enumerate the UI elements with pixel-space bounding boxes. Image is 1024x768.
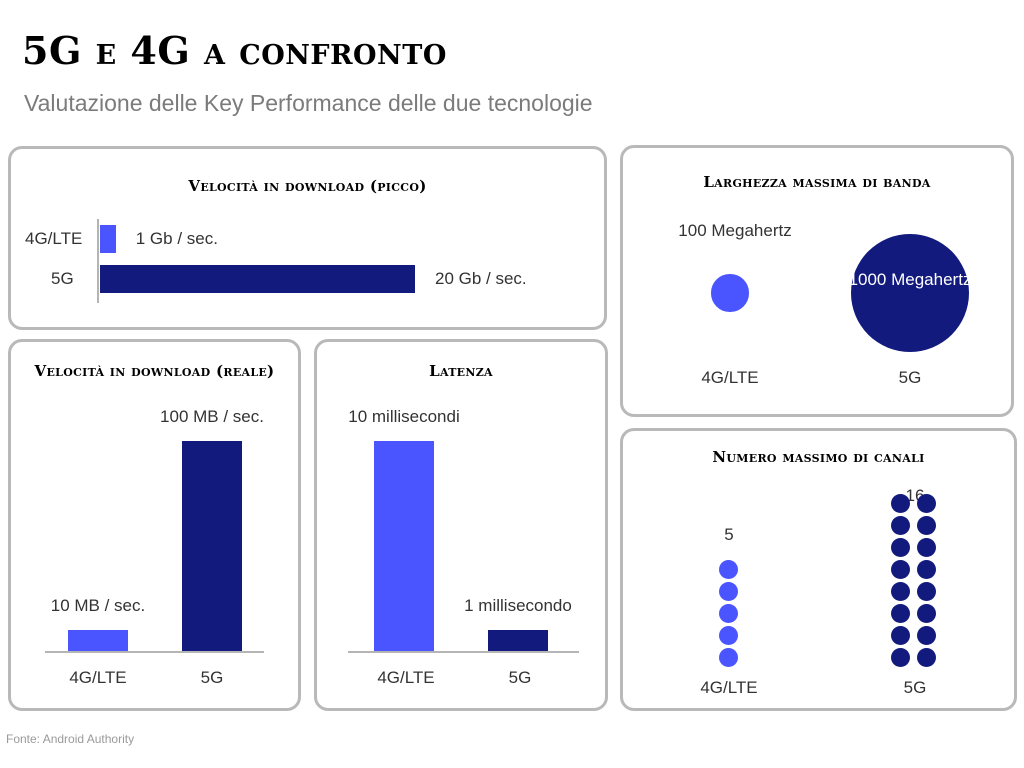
bandwidth-circle-5g <box>851 234 969 352</box>
channels-category-4g: 4G/LTE <box>700 678 758 697</box>
channel-dot-5g <box>917 560 936 579</box>
channel-dot-5g <box>917 582 936 601</box>
panel-bandwidth: Larghezza massima di banda 100 Megahertz… <box>620 145 1014 417</box>
channel-dot-4g <box>719 604 738 623</box>
source-note: Fonte: Android Authority <box>6 732 135 746</box>
panel-real-download: Velocità in download (reale) 10 MB / sec… <box>8 339 301 711</box>
channel-dot-5g <box>891 494 910 513</box>
peak-category-4g: 4G/LTE <box>25 229 83 248</box>
channel-dot-5g <box>891 560 910 579</box>
panel-title-peak: Velocità in download (picco) <box>188 177 427 195</box>
peak-bar-5g <box>100 265 415 293</box>
bandwidth-value-label-4g: 100 Megahertz <box>678 221 792 240</box>
panel-title-bandwidth: Larghezza massima di banda <box>703 173 931 191</box>
panel-title-channels: Numero massimo di canali <box>712 448 925 466</box>
channel-dot-5g <box>891 626 910 645</box>
real-value-label-5g: 100 MB / sec. <box>160 407 264 426</box>
latency-category-5g: 5G <box>508 668 532 687</box>
channel-dot-5g <box>891 538 910 557</box>
real-value-label-4g: 10 MB / sec. <box>50 596 146 615</box>
latency-bar-4g <box>374 441 434 651</box>
channel-dot-5g <box>917 648 936 667</box>
real-bar-4g <box>68 630 128 651</box>
latency-bar-5g <box>488 630 548 651</box>
channel-dot-4g <box>719 560 738 579</box>
bandwidth-category-4g: 4G/LTE <box>701 368 759 387</box>
panel-title-real: Velocità in download (reale) <box>34 362 275 380</box>
channel-dot-5g <box>917 516 936 535</box>
channels-category-5g: 5G <box>903 678 927 697</box>
bandwidth-value-label-5g: 1000 Megahertz <box>848 270 972 289</box>
peak-bar-4g <box>100 225 116 253</box>
channel-dot-4g <box>719 626 738 645</box>
channel-dot-5g <box>891 582 910 601</box>
channel-dot-5g <box>891 604 910 623</box>
panel-latency: Latenza 10 millisecondi 1 millisecondo 4… <box>314 339 608 711</box>
real-bar-5g <box>182 441 242 651</box>
real-category-4g: 4G/LTE <box>69 668 127 687</box>
channel-dot-5g <box>917 626 936 645</box>
panel-channels: Numero massimo di canali 5 16 4G/LTE 5G <box>620 428 1017 711</box>
panel-title-latency: Latenza <box>429 362 493 380</box>
channel-dot-4g <box>719 648 738 667</box>
peak-axis <box>97 219 99 303</box>
channel-dot-4g <box>719 582 738 601</box>
real-axis <box>45 651 264 653</box>
peak-category-5g: 5G <box>51 269 74 288</box>
page-title: 5G e 4G a confronto <box>22 28 447 73</box>
latency-category-4g: 4G/LTE <box>377 668 435 687</box>
bandwidth-category-5g: 5G <box>898 368 922 387</box>
bandwidth-circle-4g <box>711 274 749 312</box>
latency-value-label-4g: 10 millisecondi <box>348 407 460 426</box>
panel-peak-download: Velocità in download (picco) 4G/LTE 5G 1… <box>8 146 607 330</box>
channel-dot-5g <box>891 516 910 535</box>
latency-value-label-5g: 1 millisecondo <box>464 596 572 615</box>
peak-value-label-5g: 20 Gb / sec. <box>435 269 527 288</box>
channel-dot-5g <box>891 648 910 667</box>
channel-dot-5g <box>917 538 936 557</box>
channels-value-label-4g: 5 <box>724 525 734 544</box>
page-subtitle: Valutazione delle Key Performance delle … <box>24 90 593 116</box>
peak-value-label-4g: 1 Gb / sec. <box>135 229 218 248</box>
real-category-5g: 5G <box>200 668 224 687</box>
channel-dot-5g <box>917 604 936 623</box>
channel-dot-5g <box>917 494 936 513</box>
latency-axis <box>348 651 579 653</box>
